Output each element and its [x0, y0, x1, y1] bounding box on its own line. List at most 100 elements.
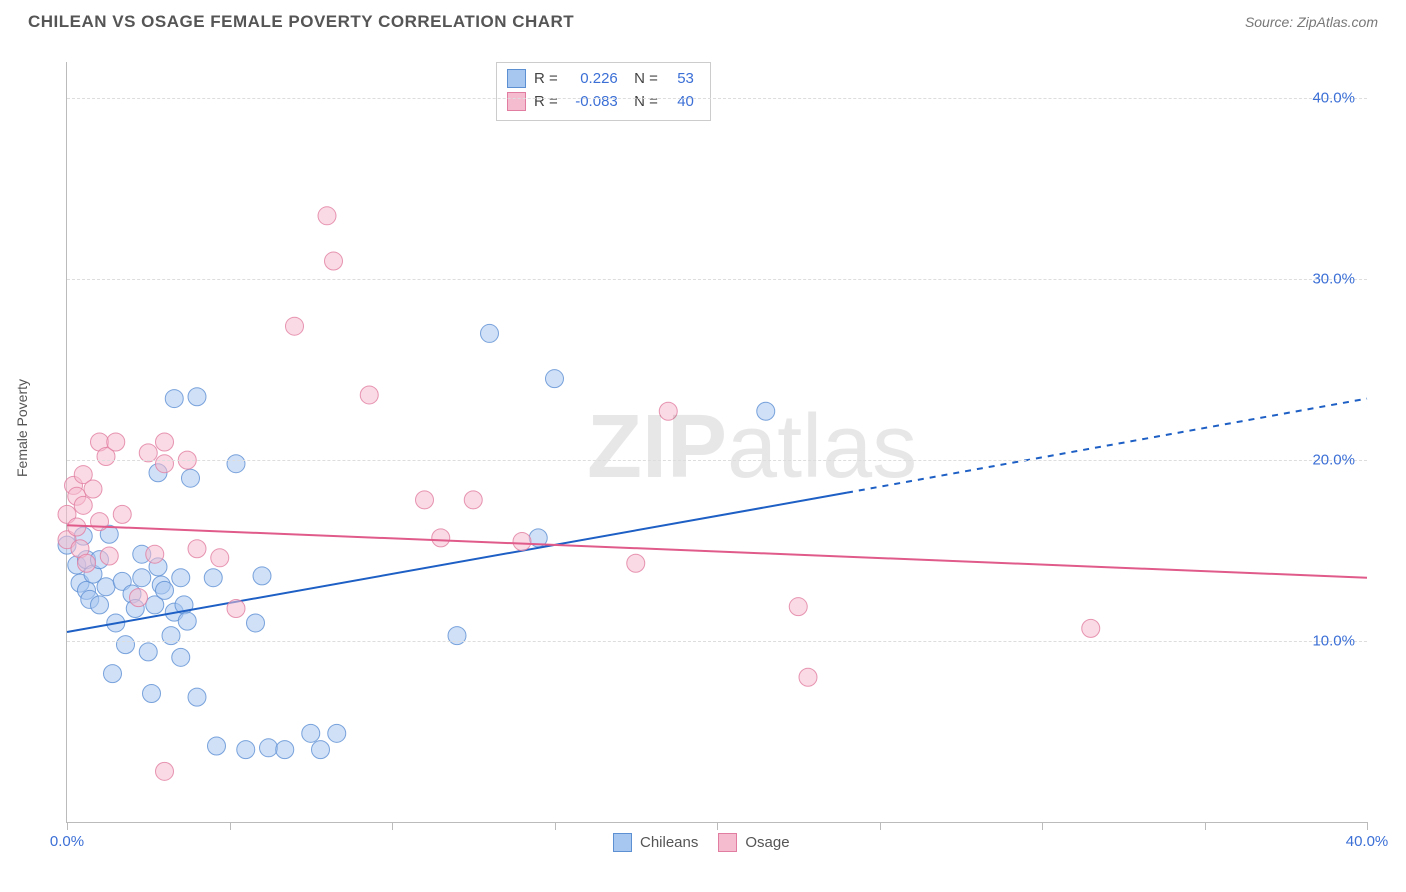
n-value-chileans: 53 — [666, 67, 694, 90]
n-value-osage: 40 — [666, 90, 694, 113]
r-label: R = — [534, 90, 558, 113]
scatter-point-chileans — [133, 569, 151, 587]
scatter-point-osage — [74, 496, 92, 514]
gridline-h — [67, 641, 1367, 642]
scatter-point-chileans — [253, 567, 271, 585]
legend-swatch-osage — [718, 833, 737, 852]
scatter-point-chileans — [172, 569, 190, 587]
scatter-point-osage — [113, 505, 131, 523]
scatter-point-osage — [211, 549, 229, 567]
scatter-point-osage — [156, 433, 174, 451]
scatter-point-chileans — [117, 636, 135, 654]
scatter-point-osage — [286, 317, 304, 335]
scatter-point-osage — [416, 491, 434, 509]
x-tick — [230, 822, 231, 830]
scatter-point-chileans — [165, 390, 183, 408]
r-label: R = — [534, 67, 558, 90]
x-tick — [1042, 822, 1043, 830]
scatter-point-chileans — [178, 612, 196, 630]
scatter-point-osage — [318, 207, 336, 225]
scatter-point-osage — [360, 386, 378, 404]
trend-line-dashed-chileans — [847, 399, 1367, 493]
scatter-point-osage — [84, 480, 102, 498]
scatter-point-osage — [432, 529, 450, 547]
plot-svg — [67, 62, 1367, 822]
gridline-h — [67, 98, 1367, 99]
x-tick-label: 0.0% — [50, 833, 84, 850]
scatter-point-osage — [91, 513, 109, 531]
x-tick — [880, 822, 881, 830]
scatter-point-chileans — [91, 596, 109, 614]
scatter-point-chileans — [188, 688, 206, 706]
n-label: N = — [626, 90, 658, 113]
stats-legend-box: R = 0.226 N = 53 R = -0.083 N = 40 — [496, 62, 711, 121]
scatter-point-chileans — [276, 741, 294, 759]
x-tick — [392, 822, 393, 830]
legend-item-osage: Osage — [718, 833, 789, 852]
chart-container: Female Poverty ZIPatlas R =0.226 N =53R … — [26, 48, 1378, 838]
scatter-point-osage — [799, 668, 817, 686]
chart-title: CHILEAN VS OSAGE FEMALE POVERTY CORRELAT… — [28, 12, 574, 32]
scatter-point-osage — [68, 518, 86, 536]
scatter-point-chileans — [328, 724, 346, 742]
scatter-point-osage — [146, 545, 164, 563]
x-tick — [1205, 822, 1206, 830]
y-axis-label: Female Poverty — [14, 379, 30, 477]
source-attribution: Source: ZipAtlas.com — [1245, 14, 1378, 30]
scatter-point-osage — [100, 547, 118, 565]
scatter-point-osage — [107, 433, 125, 451]
scatter-point-chileans — [312, 741, 330, 759]
n-label: N = — [626, 67, 658, 90]
y-tick-label: 30.0% — [1312, 271, 1355, 288]
x-tick — [555, 822, 556, 830]
gridline-h — [67, 460, 1367, 461]
scatter-point-osage — [188, 540, 206, 558]
y-tick-label: 10.0% — [1312, 633, 1355, 650]
y-tick-label: 40.0% — [1312, 90, 1355, 107]
scatter-point-osage — [130, 589, 148, 607]
bottom-legend: Chileans Osage — [613, 833, 790, 852]
scatter-point-osage — [325, 252, 343, 270]
x-tick — [717, 822, 718, 830]
legend-label-chileans: Chileans — [640, 834, 698, 851]
scatter-point-osage — [1082, 619, 1100, 637]
plot-area: ZIPatlas R =0.226 N =53R =-0.083 N =40 C… — [66, 62, 1367, 823]
r-value-chileans: 0.226 — [566, 67, 618, 90]
scatter-point-chileans — [188, 388, 206, 406]
scatter-point-chileans — [546, 370, 564, 388]
legend-swatch-chileans — [613, 833, 632, 852]
x-tick — [67, 822, 68, 830]
scatter-point-chileans — [104, 665, 122, 683]
scatter-point-osage — [156, 455, 174, 473]
scatter-point-chileans — [260, 739, 278, 757]
x-tick-label: 40.0% — [1346, 833, 1389, 850]
scatter-point-chileans — [143, 685, 161, 703]
scatter-point-chileans — [172, 648, 190, 666]
scatter-point-chileans — [204, 569, 222, 587]
scatter-point-osage — [78, 554, 96, 572]
stats-row-osage: R = -0.083 N = 40 — [507, 90, 694, 113]
trend-line-chileans — [67, 493, 847, 632]
y-tick-label: 20.0% — [1312, 452, 1355, 469]
scatter-point-osage — [513, 533, 531, 551]
scatter-point-chileans — [182, 469, 200, 487]
scatter-point-chileans — [97, 578, 115, 596]
scatter-point-chileans — [237, 741, 255, 759]
legend-swatch-chileans — [507, 69, 526, 88]
scatter-point-osage — [464, 491, 482, 509]
scatter-point-chileans — [227, 455, 245, 473]
stats-row-chileans: R = 0.226 N = 53 — [507, 67, 694, 90]
gridline-h — [67, 279, 1367, 280]
scatter-point-chileans — [139, 643, 157, 661]
x-tick — [1367, 822, 1368, 830]
scatter-point-osage — [156, 762, 174, 780]
legend-label-osage: Osage — [745, 834, 789, 851]
scatter-point-chileans — [757, 402, 775, 420]
scatter-point-chileans — [247, 614, 265, 632]
scatter-point-chileans — [302, 724, 320, 742]
legend-swatch-osage — [507, 92, 526, 111]
legend-item-chileans: Chileans — [613, 833, 698, 852]
scatter-point-chileans — [481, 324, 499, 342]
r-value-osage: -0.083 — [566, 90, 618, 113]
scatter-point-osage — [789, 598, 807, 616]
